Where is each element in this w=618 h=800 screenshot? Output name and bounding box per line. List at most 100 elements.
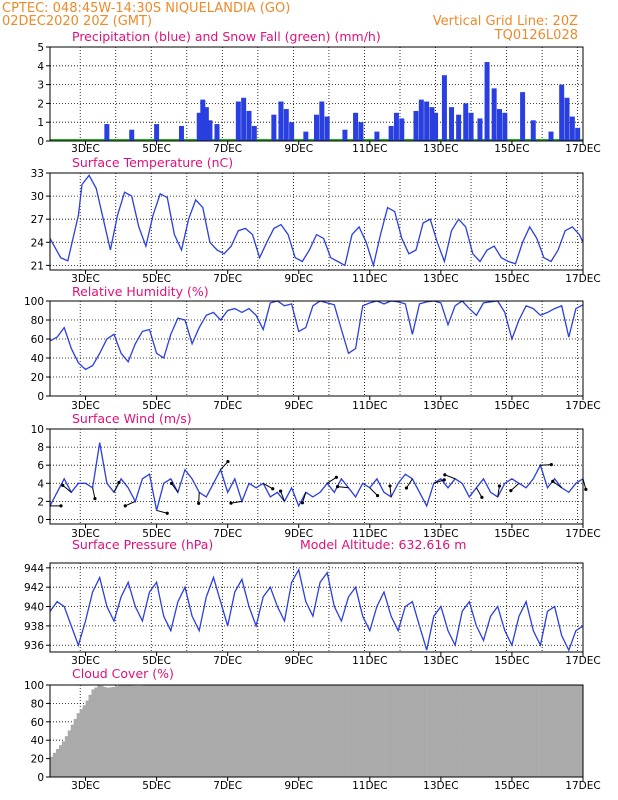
precip-bar	[203, 107, 209, 141]
cloud-bar	[434, 685, 439, 777]
cloud-bar	[201, 685, 205, 777]
cloud-bar	[135, 685, 140, 777]
x-tick-label: 7DEC	[213, 143, 242, 155]
precip-bar	[241, 97, 247, 141]
x-tick-label: 17DEC	[565, 143, 600, 155]
cloud-bar	[556, 685, 560, 777]
precip-bar	[324, 116, 330, 141]
wind-arrow	[125, 500, 136, 507]
x-tick-label: 11DEC	[352, 143, 387, 155]
x-tick-label: 11DEC	[352, 400, 387, 412]
cloud-bar	[408, 685, 412, 777]
wind-arrow	[444, 474, 456, 480]
wind-arrow-head	[226, 459, 230, 464]
cloud-bar	[372, 685, 377, 777]
y-tick-label: 100	[24, 680, 44, 692]
wind-arrow-head	[165, 511, 169, 515]
cloud-bar	[497, 685, 501, 777]
precip-bar	[559, 84, 565, 141]
cloud-bar	[177, 685, 181, 777]
cloud-bar	[443, 685, 448, 777]
wind-arrow	[433, 479, 445, 484]
cloud-bar	[275, 685, 279, 777]
x-tick-label: 13DEC	[423, 780, 458, 792]
wind-arrow-head	[59, 504, 63, 508]
cloud-bar	[266, 685, 270, 777]
x-tick-label: 15DEC	[494, 400, 529, 412]
precip-bar	[484, 62, 490, 141]
wind-arrow-head	[480, 495, 484, 499]
panel-2: Relative Humidity (%) 0 20 40 60 80 100 3DEC 5DE…	[24, 284, 601, 412]
cloud-bar	[559, 685, 563, 777]
cloud-bar	[426, 685, 430, 777]
cloud-bar	[126, 685, 131, 777]
x-tick-label: 9DEC	[284, 400, 313, 412]
wind-arrow-head	[497, 484, 502, 488]
precip-bar	[456, 114, 462, 141]
precip-bar	[289, 122, 295, 141]
wind-arrow-head	[509, 489, 513, 493]
x-tick-label: 15DEC	[494, 528, 529, 540]
precip-bar	[246, 110, 252, 141]
wind-arrow-head	[229, 501, 233, 505]
cloud-bar	[337, 685, 341, 777]
cloud-bar	[103, 686, 107, 777]
cloud-bar	[307, 685, 311, 777]
cloud-bar	[168, 685, 172, 777]
cloud-bar	[121, 685, 125, 777]
cloud-bar	[328, 685, 332, 777]
series-line	[49, 174, 584, 268]
cloud-bar	[55, 749, 60, 777]
cloud-bar	[325, 685, 329, 777]
wind-arrow	[62, 485, 72, 493]
wind-arrow-head	[334, 475, 338, 479]
cloud-bar	[162, 685, 166, 777]
cloud-bar	[218, 685, 223, 777]
cloud-bar	[304, 685, 308, 777]
cloud-bar	[396, 685, 400, 777]
cloud-bar	[562, 685, 566, 777]
cloud-bar	[251, 685, 255, 777]
wind-arrow	[369, 487, 378, 496]
cloud-bar	[357, 685, 362, 777]
cloud-bar	[280, 685, 285, 777]
y-tick-label: 100	[24, 296, 44, 308]
cloud-bar	[541, 685, 545, 777]
cloud-bar	[470, 685, 474, 777]
precip-bar	[200, 99, 206, 141]
cloud-bar	[455, 685, 459, 777]
cloud-bar	[147, 685, 151, 777]
cloud-bar	[165, 685, 169, 777]
wind-arrow	[540, 464, 552, 466]
x-tick-label: 15DEC	[494, 780, 529, 792]
wind-arrow	[156, 509, 168, 514]
y-tick-label: 0	[37, 772, 44, 784]
cloud-bar	[76, 713, 80, 777]
y-tick-label: 5	[37, 42, 44, 54]
cloud-bar	[91, 689, 95, 777]
panel-title: Precipitation (blue) and Snow Fall (gree…	[72, 29, 381, 44]
x-tick-label: 17DEC	[565, 528, 600, 540]
x-tick-label: 9DEC	[284, 143, 313, 155]
y-tick-label: 936	[24, 640, 44, 652]
cloud-bar	[195, 685, 199, 777]
cloud-bar	[565, 685, 569, 777]
wind-arrow-head	[93, 496, 97, 501]
wind-arrow	[262, 482, 273, 490]
cloud-bar	[322, 685, 326, 777]
panel-frame	[49, 684, 584, 778]
y-tick-label: 33	[31, 168, 44, 180]
cloud-bar	[58, 745, 63, 777]
cloud-bar	[547, 685, 551, 777]
cloud-bar	[298, 685, 302, 777]
precip-bar	[319, 101, 325, 141]
wind-arrow	[326, 476, 337, 484]
cloud-bar	[283, 685, 288, 777]
header-date: 02DEC2020 20Z (GMT)	[2, 14, 152, 29]
wind-arrow-head	[442, 478, 446, 482]
precip-bar	[251, 125, 257, 141]
x-tick-label: 13DEC	[423, 400, 458, 412]
wind-arrow-head	[584, 487, 588, 491]
wind-arrow	[301, 492, 307, 503]
cloud-bar	[50, 756, 54, 777]
